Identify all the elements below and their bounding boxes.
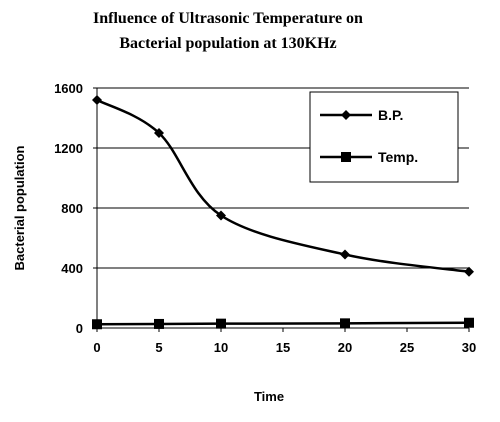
legend-marker-temp (341, 152, 351, 162)
x-tick-label-20: 20 (338, 340, 352, 355)
data-point-bp-30 (464, 266, 474, 277)
y-axis-label: Bacterial population (12, 145, 27, 270)
x-axis-label: Time (254, 389, 284, 404)
x-tick-label-10: 10 (214, 340, 228, 355)
x-tick-label-30: 30 (462, 340, 476, 355)
data-point-temp-20 (340, 318, 350, 329)
y-tick-label-800: 800 (61, 201, 83, 216)
tick-labels: 0 400 800 1200 1600 0 5 10 15 20 25 30 (54, 81, 476, 355)
data-point-temp-30 (464, 317, 474, 328)
legend-marker-bp (341, 110, 351, 120)
data-point-bp-10 (216, 210, 226, 221)
x-tick-label-15: 15 (276, 340, 290, 355)
x-tick-label-5: 5 (155, 340, 162, 355)
data-point-temp-5 (154, 318, 164, 329)
chart-title-line-1: Influence of Ultrasonic Temperature on (93, 10, 363, 27)
series-temp (92, 317, 474, 330)
data-point-bp-20 (340, 249, 350, 260)
legend-box (309, 91, 459, 183)
x-tick-label-0: 0 (93, 340, 100, 355)
legend: B.P. Temp. (309, 91, 459, 183)
chart-title-line-2: Bacterial population at 130KHz (119, 35, 336, 52)
series-bp (92, 95, 474, 277)
y-tick-label-400: 400 (61, 261, 83, 276)
series-line-bp (96, 98, 470, 273)
legend-label-temp: Temp. (378, 149, 418, 165)
data-point-bp-5 (154, 128, 164, 138)
y-tick-label-1200: 1200 (54, 141, 83, 156)
data-point-bp-0 (92, 95, 102, 105)
series-line-temp (96, 321, 470, 326)
series-layer (92, 95, 474, 330)
y-tick-label-0: 0 (76, 321, 83, 336)
x-tick-label-25: 25 (400, 340, 414, 355)
legend-label-bp: B.P. (378, 107, 403, 123)
y-tick-label-1600: 1600 (54, 81, 83, 96)
data-point-temp-0 (92, 319, 102, 330)
data-point-temp-10 (216, 318, 226, 329)
